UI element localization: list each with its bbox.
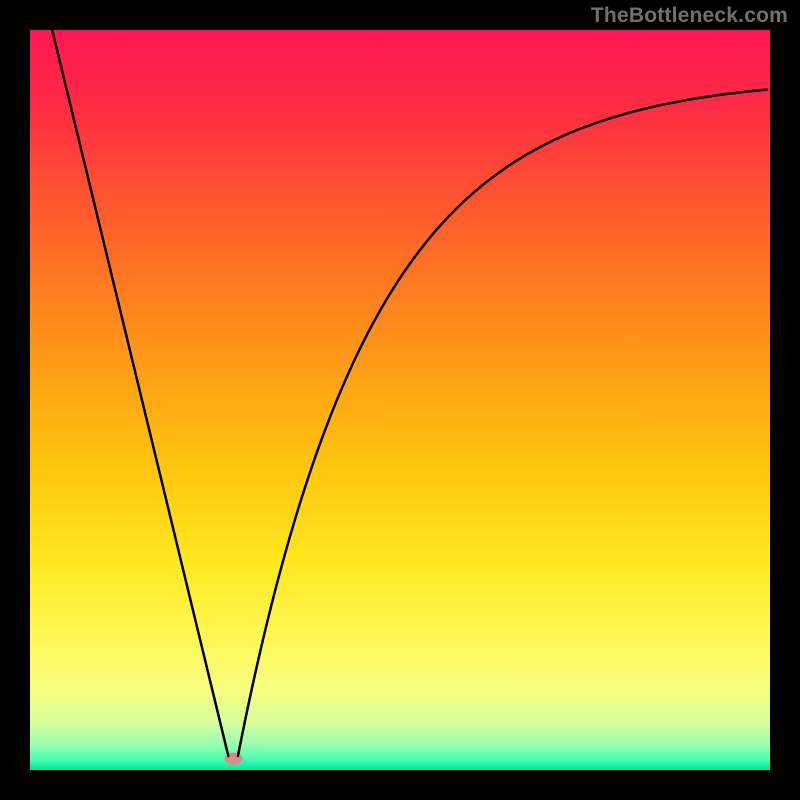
chart-container: TheBottleneck.com (0, 0, 800, 800)
bottleneck-chart (0, 0, 800, 800)
watermark-text: TheBottleneck.com (591, 4, 788, 28)
